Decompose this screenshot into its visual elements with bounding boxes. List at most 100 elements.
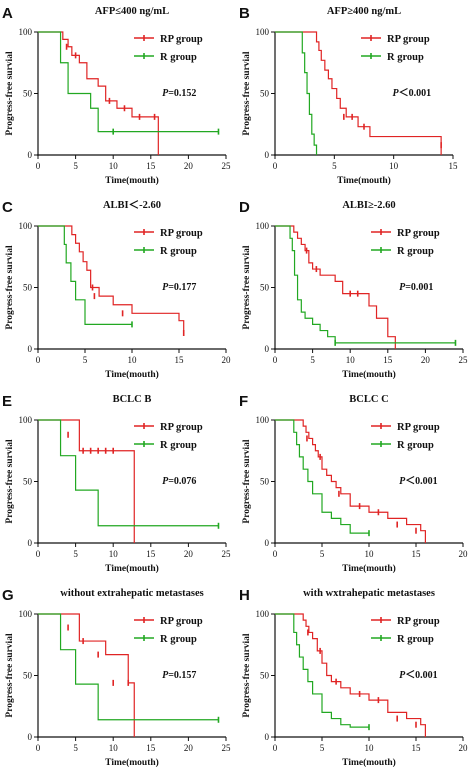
panel-letter: A — [2, 5, 13, 22]
x-tick-label: 15 — [146, 549, 156, 559]
chart-title: ALBI＜-2.60 — [103, 199, 161, 211]
x-tick-label: 10 — [365, 743, 375, 753]
p-value-number: =0.076 — [168, 476, 196, 487]
legend-entry: RP group — [387, 34, 430, 45]
series-line-r — [38, 419, 219, 527]
y-tick-label: 0 — [28, 538, 33, 548]
y-tick-label: 50 — [260, 477, 270, 487]
legend-entry: R group — [397, 440, 434, 451]
x-tick-label: 15 — [412, 743, 422, 753]
x-tick-label: 20 — [184, 743, 194, 753]
y-tick-label: 100 — [19, 221, 33, 231]
series-line-r — [275, 419, 369, 534]
y-tick-label: 100 — [256, 609, 270, 619]
p-value-prefix: P — [399, 670, 406, 681]
x-tick-label: 10 — [389, 161, 399, 171]
x-tick-label: 5 — [73, 743, 78, 753]
x-tick-label: 0 — [36, 355, 41, 365]
x-axis-label: Time(mouth) — [105, 369, 159, 380]
x-tick-label: 0 — [273, 549, 278, 559]
x-tick-label: 15 — [383, 355, 393, 365]
x-tick-label: 0 — [36, 743, 41, 753]
x-tick-label: 15 — [146, 743, 156, 753]
legend-entry: RP group — [397, 616, 440, 627]
p-value-number: =0.157 — [168, 670, 196, 681]
p-value: P＜0.001 — [392, 87, 431, 99]
x-tick-label: 0 — [36, 161, 41, 171]
y-axis-label: Progress-free survial — [5, 245, 15, 330]
x-axis-label: Time(mouth) — [337, 175, 391, 186]
chart-title: without extrahepatic metastases — [60, 588, 203, 599]
series-line-rp — [275, 225, 396, 349]
panel-d: D ALBI≥-2.60 0 5 10 15 20 25 0 50 100 Time(mouth) Pr… — [239, 199, 468, 380]
legend-entry: R group — [160, 634, 197, 645]
x-tick-label: 20 — [184, 549, 194, 559]
y-tick-label: 100 — [19, 609, 33, 619]
panel-letter: E — [2, 393, 12, 410]
y-tick-label: 0 — [28, 344, 33, 354]
x-tick-label: 10 — [109, 743, 119, 753]
p-value-prefix: P — [399, 476, 406, 487]
x-tick-label: 10 — [128, 355, 138, 365]
p-value: P=0.152 — [162, 88, 196, 99]
y-tick-label: 50 — [23, 283, 33, 293]
panel-b: B AFP≥400 ng/mL 0 5 10 15 0 50 100 Time(mouth) Pro… — [239, 5, 458, 186]
p-value-prefix: P — [162, 282, 169, 293]
p-value: P=0.001 — [399, 282, 433, 293]
p-value: P＜0.001 — [399, 475, 438, 487]
x-tick-label: 0 — [273, 355, 278, 365]
legend-entry: R group — [160, 52, 197, 63]
series-line-r — [275, 31, 318, 155]
y-axis-label: Progress-free survial — [242, 51, 252, 136]
x-tick-label: 5 — [310, 355, 315, 365]
y-tick-label: 100 — [256, 27, 270, 37]
p-value: P=0.157 — [162, 670, 196, 681]
y-tick-label: 50 — [260, 671, 270, 681]
y-tick-label: 0 — [265, 732, 270, 742]
x-tick-label: 5 — [332, 161, 337, 171]
x-axis-label: Time(mouth) — [105, 563, 159, 574]
y-axis-label: Progress-free survial — [242, 439, 252, 524]
p-value-prefix: P — [162, 88, 169, 99]
chart-title: AFP≥400 ng/mL — [327, 6, 401, 17]
x-tick-label: 0 — [36, 549, 41, 559]
y-axis-label: Progress-free survial — [5, 51, 15, 136]
legend-entry: RP group — [397, 228, 440, 239]
p-value: P=0.076 — [162, 476, 196, 487]
x-tick-label: 20 — [459, 743, 469, 753]
p-value: P＜0.001 — [399, 669, 438, 681]
series-line-r — [275, 225, 456, 344]
p-value-prefix: P — [162, 670, 169, 681]
y-tick-label: 50 — [260, 89, 270, 99]
x-tick-label: 20 — [184, 161, 194, 171]
x-tick-label: 15 — [449, 161, 459, 171]
x-axis-label: Time(mouth) — [105, 175, 159, 186]
legend-entry: RP group — [160, 422, 203, 433]
x-tick-label: 25 — [222, 161, 232, 171]
x-tick-label: 20 — [222, 355, 232, 365]
legend-entry: RP group — [160, 616, 203, 627]
y-tick-label: 0 — [28, 150, 33, 160]
panel-f: F BCLC C 0 5 10 15 20 0 50 100 Time(mouth) Progress… — [239, 393, 468, 574]
p-value-number: =0.152 — [168, 88, 196, 99]
chart-title: BCLC B — [113, 394, 152, 405]
x-axis-label: Time(mouth) — [342, 563, 396, 574]
series-line-rp — [38, 31, 159, 155]
p-value-number: =0.001 — [405, 282, 433, 293]
x-tick-label: 25 — [222, 549, 232, 559]
y-tick-label: 50 — [23, 477, 33, 487]
series-line-r — [38, 31, 219, 133]
series-line-rp — [275, 419, 426, 543]
y-tick-label: 50 — [260, 283, 270, 293]
y-tick-label: 0 — [28, 732, 33, 742]
x-tick-label: 10 — [109, 161, 119, 171]
panel-a: A AFP≤400 ng/mL 0 5 10 15 20 25 0 50 100 Time(mouth… — [2, 5, 231, 186]
series-line-r — [38, 225, 132, 325]
y-tick-label: 50 — [23, 671, 33, 681]
y-tick-label: 100 — [256, 415, 270, 425]
panel-letter: H — [239, 587, 250, 604]
legend-entry: R group — [397, 246, 434, 257]
x-tick-label: 20 — [459, 549, 469, 559]
p-value: P=0.177 — [162, 282, 196, 293]
